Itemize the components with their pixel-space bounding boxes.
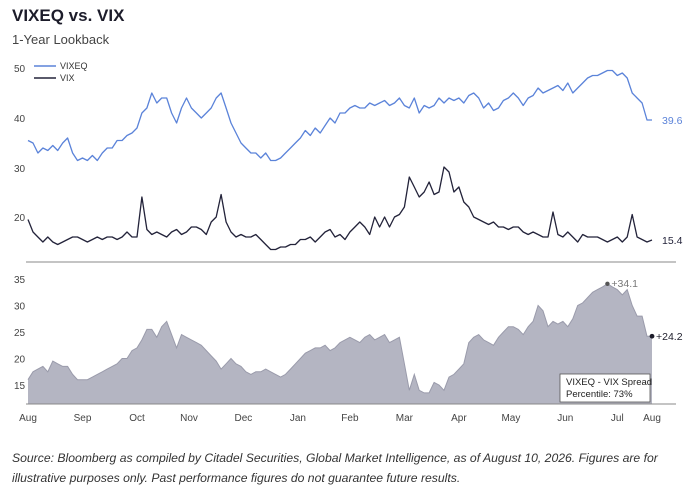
month-tick-label: Apr <box>451 413 467 424</box>
y-tick-label: 30 <box>14 302 26 313</box>
spread-end-label: +24.2 <box>656 331 683 343</box>
month-tick-label: Mar <box>396 413 414 424</box>
spread-max-label: +34.1 <box>611 278 638 290</box>
legend: VIXEQ VIX <box>34 61 88 83</box>
bottom-panel-y-ticks: 15 20 25 30 35 <box>14 275 26 392</box>
legend-label-vix: VIX <box>60 73 75 83</box>
month-tick-label: Jan <box>290 413 306 424</box>
month-tick-label: Jun <box>557 413 573 424</box>
spread-info-line2: Percentile: 73% <box>566 389 633 400</box>
month-tick-label: Feb <box>341 413 359 424</box>
spread-area-outline <box>27 283 652 394</box>
month-tick-label: Jul <box>611 413 624 424</box>
top-panel-y-ticks: 30 40 50 20 <box>14 64 26 224</box>
vixeq-end-label: 39.6 <box>662 115 683 127</box>
month-tick-label: Aug <box>19 413 37 424</box>
y-tick-label: 15 <box>14 381 26 392</box>
month-tick-label: Oct <box>129 413 145 424</box>
chart-subtitle: 1-Year Lookback <box>12 32 110 47</box>
spread-max-marker <box>605 281 610 286</box>
chart-title: VIXEQ vs. VIX <box>12 6 125 25</box>
y-tick-label: 30 <box>14 164 26 175</box>
legend-label-vixeq: VIXEQ <box>60 61 88 71</box>
y-tick-label: 20 <box>14 355 26 366</box>
vixeq-vix-panel: 30 40 50 20 VIXEQ VIX 39.6 15.4 <box>14 61 683 263</box>
y-tick-label: 20 <box>14 213 26 224</box>
spread-end-marker <box>649 333 655 339</box>
vixeq-series-line <box>27 69 652 162</box>
spread-info-box: VIXEQ - VIX Spread Percentile: 73% <box>559 373 652 403</box>
month-tick-label: Nov <box>180 413 198 424</box>
spread-panel: 15 20 25 30 35 Aug Sep Oct Nov Dec Jan Feb Mar Apr Ma… <box>14 275 683 424</box>
month-axis-labels: Aug Sep Oct Nov Dec Jan Feb Mar Apr May Jun Jul Aug <box>19 413 661 424</box>
spread-area-fill <box>28 283 652 404</box>
month-tick-label: May <box>501 413 520 424</box>
vix-series-line <box>27 166 653 251</box>
y-tick-label: 50 <box>14 64 26 75</box>
spread-info-line1: VIXEQ - VIX Spread <box>566 377 652 388</box>
month-tick-label: Sep <box>74 413 92 424</box>
y-tick-label: 25 <box>14 328 26 339</box>
vix-end-label: 15.4 <box>662 235 683 247</box>
y-tick-label: 40 <box>14 114 26 125</box>
month-tick-label: Aug <box>643 413 661 424</box>
y-tick-label: 35 <box>14 275 26 286</box>
source-footnote: Source: Bloomberg as compiled by Citadel… <box>12 451 658 485</box>
month-tick-label: Dec <box>235 413 253 424</box>
